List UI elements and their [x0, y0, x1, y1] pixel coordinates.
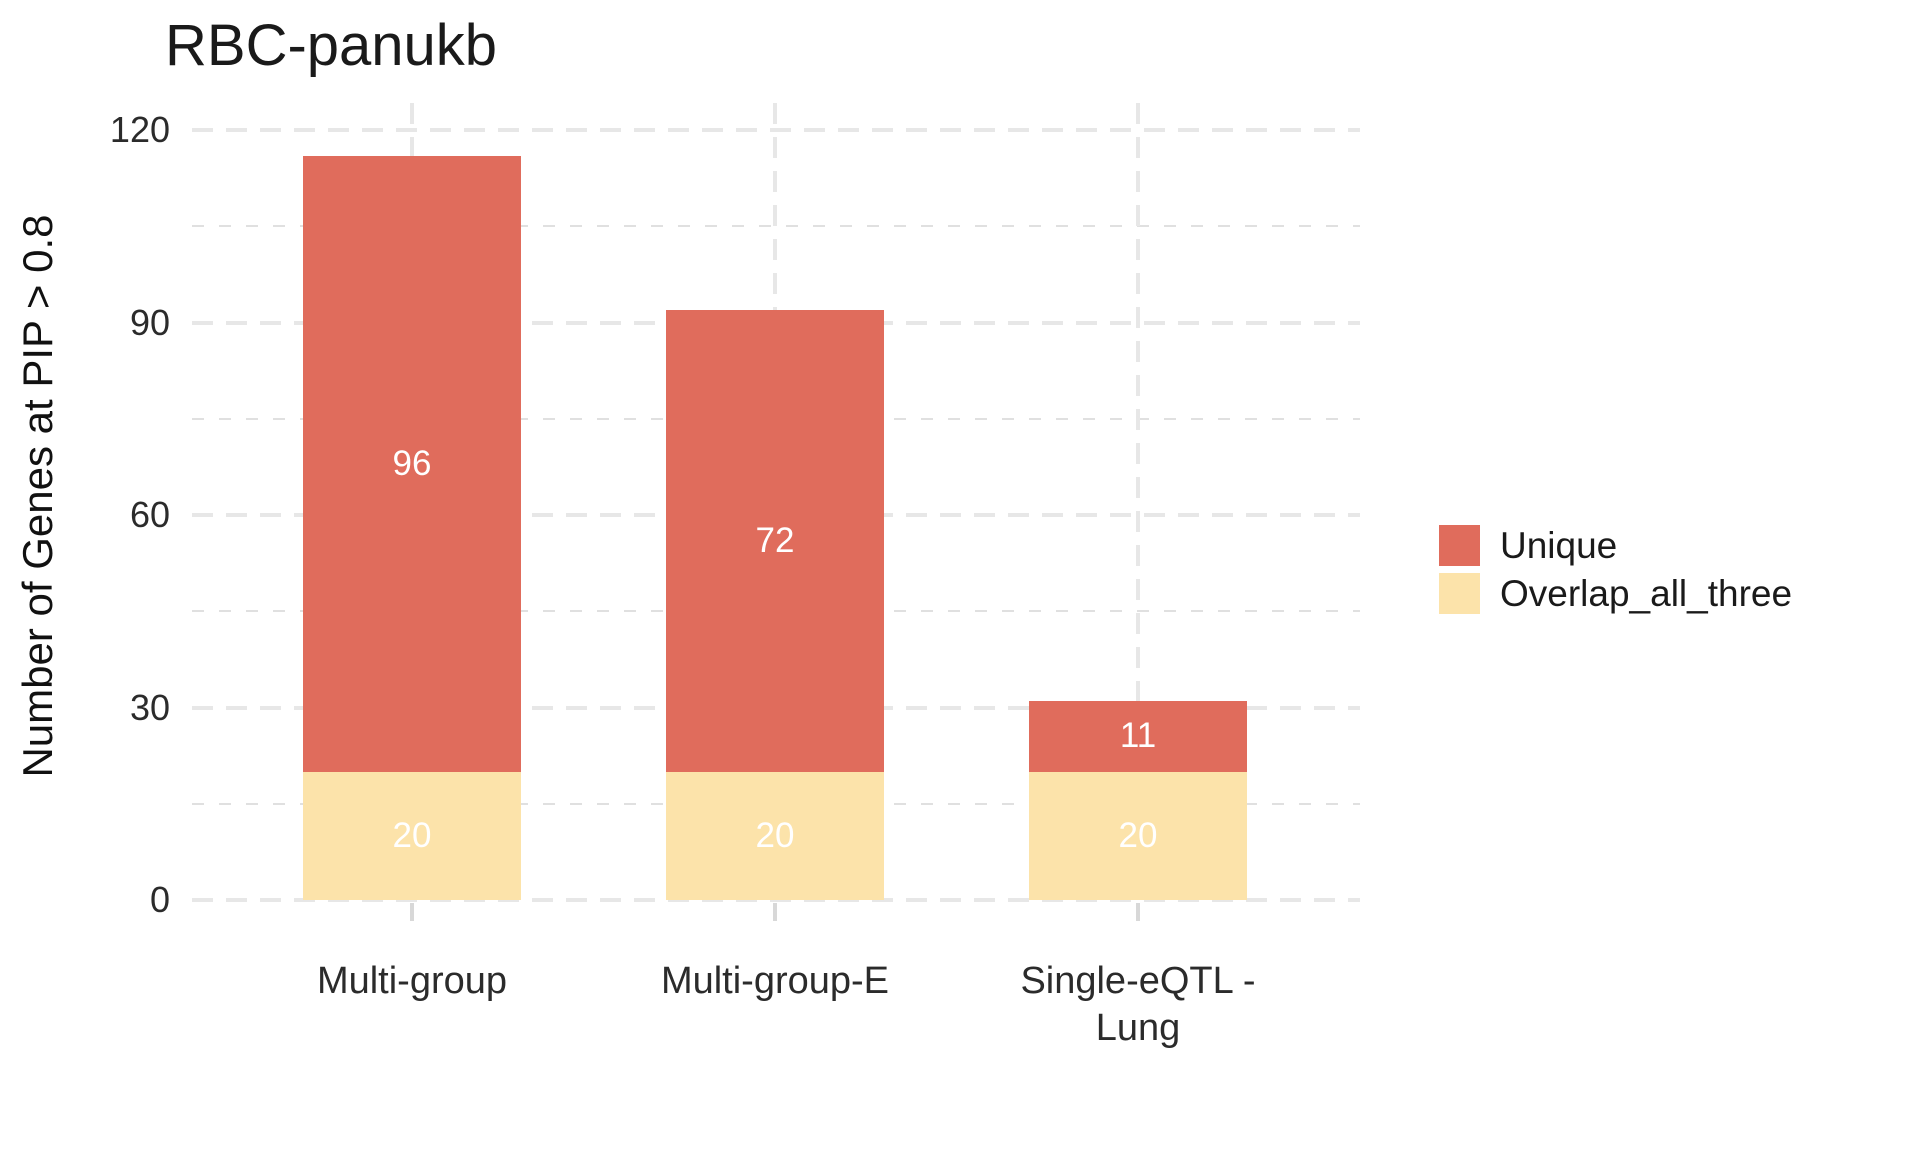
legend-label: Unique [1500, 524, 1618, 566]
legend-item: Unique [1439, 525, 1919, 566]
x-tick-mark [773, 903, 777, 921]
bar-value-label: 11 [1119, 716, 1157, 756]
bar-segment-unique [1029, 701, 1247, 772]
chart-title: RBC-panukb [165, 13, 498, 78]
gridline-vertical [1136, 103, 1140, 900]
legend-item: Overlap_all_three [1439, 573, 1919, 614]
bar-value-label: 20 [1118, 815, 1158, 855]
gridline-major [192, 898, 1360, 902]
x-category-label: Multi-group-E [660, 960, 890, 1002]
y-tick-label: 60 [129, 494, 170, 535]
bar-value-label: 20 [392, 815, 432, 855]
x-category-label: Multi-group [316, 960, 508, 1002]
y-tick-label: 0 [149, 879, 170, 920]
y-tick-label: 120 [109, 109, 170, 150]
x-tick-mark [1136, 903, 1140, 921]
legend-swatch-overlap_all_three [1439, 573, 1480, 614]
bar-value-label: 72 [755, 520, 795, 560]
x-tick-mark [410, 903, 414, 921]
y-tick-label: 30 [129, 686, 170, 728]
x-category-label: Single-eQTL - Lung [1020, 960, 1256, 1049]
bar-segment-overlap_all_three [666, 771, 884, 900]
y-tick-label: 90 [129, 301, 170, 343]
bar-value-label: 20 [755, 815, 795, 855]
bar-segment-unique [303, 155, 521, 772]
bar-segment-overlap_all_three [1029, 771, 1247, 900]
legend-swatch-unique [1439, 525, 1480, 566]
bar-segment-unique [666, 309, 884, 772]
bar-value-label: 96 [392, 443, 432, 483]
bar-segment-overlap_all_three [303, 771, 521, 900]
legend-label: Overlap_all_three [1500, 572, 1793, 614]
